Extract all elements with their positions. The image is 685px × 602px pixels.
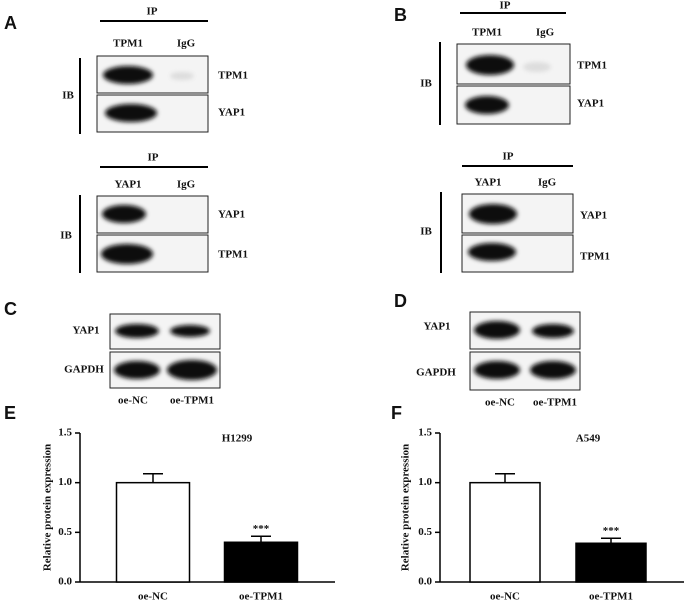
lane-label: IgG (177, 38, 196, 50)
ib-label: IB (62, 90, 74, 102)
band (114, 361, 160, 379)
lane-label: IgG (177, 179, 196, 191)
error-bar (601, 537, 621, 544)
lane-label: oe-TPM1 (533, 397, 577, 409)
panel-letter: D (394, 291, 407, 311)
y-axis-label: Relative protein expression (42, 444, 54, 571)
error-bar (251, 535, 271, 543)
row-label: GAPDH (416, 367, 456, 379)
row-label: YAP1 (580, 210, 607, 222)
row-label: YAP1 (218, 107, 245, 119)
row-label: YAP1 (423, 321, 450, 333)
y-tick-label: 0.5 (418, 526, 432, 538)
ib-label: IB (420, 78, 432, 90)
row-label: GAPDH (64, 364, 104, 376)
y-tick-label: 1.0 (58, 476, 72, 488)
row-label: TPM1 (580, 251, 610, 263)
ip-label: IP (500, 0, 511, 12)
ib-label: IB (60, 230, 72, 242)
band (105, 104, 157, 122)
y-axis-label: Relative protein expression (400, 444, 412, 571)
lane-label: TPM1 (472, 27, 502, 39)
band (469, 204, 517, 224)
bar (115, 481, 191, 583)
panel-letter: B (394, 5, 407, 25)
panel-letter: F (391, 403, 402, 423)
y-tick-label: 0.0 (58, 576, 72, 588)
band (103, 66, 153, 84)
band (474, 361, 520, 379)
lane-label: oe-TPM1 (170, 395, 214, 407)
x-tick-label: oe-NC (138, 591, 168, 602)
y-tick-label: 1.0 (418, 476, 432, 488)
row-label: TPM1 (218, 249, 248, 261)
bar (223, 541, 299, 583)
lane-label: IgG (536, 27, 555, 39)
row-label: YAP1 (218, 209, 245, 221)
lane-label: YAP1 (114, 179, 141, 191)
error-bar (143, 472, 163, 483)
band (170, 72, 194, 80)
row-label: TPM1 (218, 70, 248, 82)
band (523, 62, 551, 72)
x-tick-label: oe-TPM1 (589, 591, 633, 602)
row-label: YAP1 (577, 98, 604, 110)
bar (575, 542, 647, 583)
y-tick-label: 0.0 (418, 576, 432, 588)
significance-label: *** (253, 523, 270, 535)
bar (469, 481, 541, 583)
lane-label: TPM1 (113, 38, 143, 50)
ip-label: IP (148, 152, 159, 164)
band (468, 243, 516, 261)
band (465, 96, 509, 114)
row-label: YAP1 (72, 325, 99, 337)
y-tick-label: 1.5 (58, 427, 72, 439)
error-bar (495, 472, 515, 483)
band (170, 325, 210, 337)
band (102, 205, 146, 223)
y-tick-label: 1.5 (418, 427, 432, 439)
band (101, 244, 153, 264)
x-tick-label: oe-TPM1 (239, 591, 283, 602)
x-tick-label: oe-NC (490, 591, 520, 602)
chart-title: A549 (576, 433, 601, 445)
panel-letter: A (4, 13, 17, 33)
band (530, 361, 576, 379)
lane-label: IgG (538, 177, 557, 189)
band (167, 360, 217, 380)
band (532, 324, 574, 338)
band (474, 321, 520, 339)
lane-label: oe-NC (118, 395, 148, 407)
y-tick-label: 0.5 (58, 526, 72, 538)
ib-label: IB (420, 226, 432, 238)
ip-label: IP (147, 6, 158, 18)
panel-letter: E (4, 403, 16, 423)
ip-label: IP (503, 151, 514, 163)
panel-letter: C (4, 299, 17, 319)
significance-label: *** (603, 525, 620, 537)
lane-label: YAP1 (474, 177, 501, 189)
chart-title: H1299 (222, 433, 253, 445)
lane-label: oe-NC (485, 397, 515, 409)
band (115, 324, 159, 338)
row-label: TPM1 (577, 60, 607, 72)
band (466, 55, 514, 75)
